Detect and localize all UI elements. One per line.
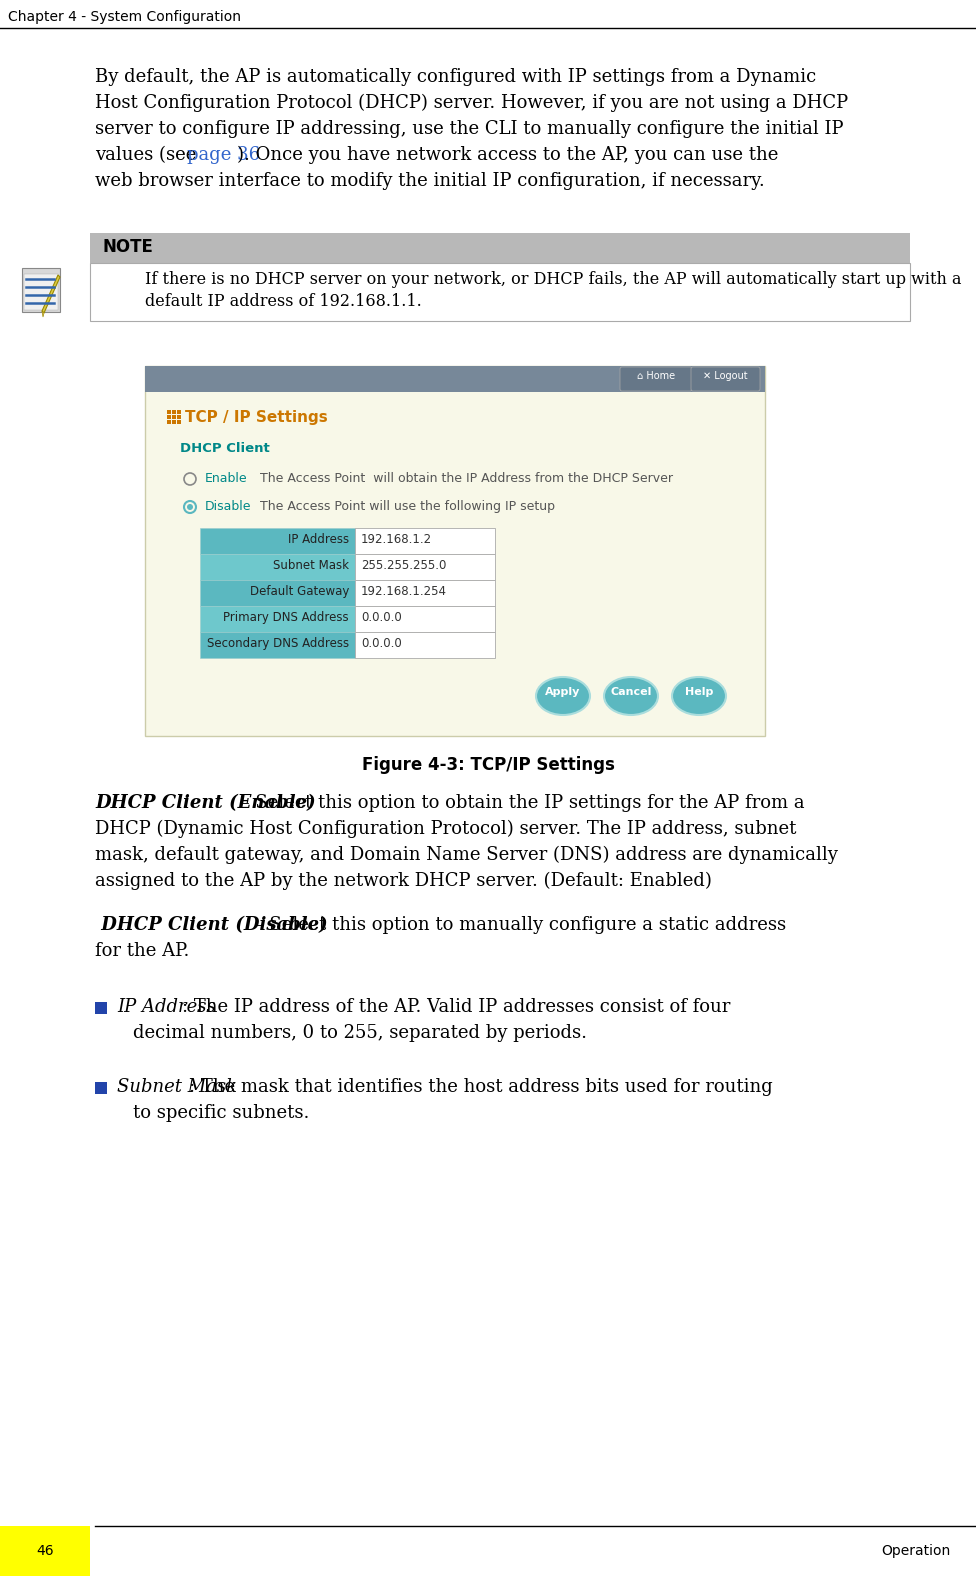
Text: DHCP Client: DHCP Client: [180, 441, 269, 455]
Text: Subnet Mask: Subnet Mask: [117, 1078, 237, 1095]
Text: The Access Point will use the following IP setup: The Access Point will use the following …: [260, 500, 555, 514]
Text: DHCP Client (Disable): DHCP Client (Disable): [95, 916, 328, 935]
FancyBboxPatch shape: [691, 367, 760, 391]
Text: – Select this option to manually configure a static address: – Select this option to manually configu…: [249, 916, 786, 935]
Bar: [200, 607, 355, 632]
Text: ⌂ Home: ⌂ Home: [637, 370, 675, 381]
Text: server to configure IP addressing, use the CLI to manually configure the initial: server to configure IP addressing, use t…: [95, 120, 843, 139]
Text: : The IP address of the AP. Valid IP addresses consist of four: : The IP address of the AP. Valid IP add…: [183, 998, 731, 1017]
Text: NOTE: NOTE: [102, 238, 153, 255]
FancyBboxPatch shape: [620, 367, 692, 391]
Text: ✕ Logout: ✕ Logout: [703, 370, 748, 381]
Text: Help: Help: [685, 687, 713, 697]
Text: DHCP Client (Enable): DHCP Client (Enable): [95, 794, 315, 812]
Polygon shape: [42, 274, 60, 314]
Bar: [167, 419, 171, 424]
Polygon shape: [42, 310, 44, 317]
Text: 0.0.0.0: 0.0.0.0: [361, 611, 402, 624]
Bar: [355, 580, 495, 607]
Text: for the AP.: for the AP.: [95, 942, 189, 960]
Text: 255.255.255.0: 255.255.255.0: [361, 559, 446, 572]
Text: 0.0.0.0: 0.0.0.0: [361, 637, 402, 649]
Text: Enable: Enable: [205, 471, 248, 485]
Bar: [355, 607, 495, 632]
Ellipse shape: [672, 678, 726, 716]
Text: 46: 46: [36, 1544, 54, 1559]
Text: values (see: values (see: [95, 147, 208, 164]
Bar: [200, 555, 355, 580]
Bar: [167, 414, 171, 419]
Text: : The mask that identifies the host address bits used for routing: : The mask that identifies the host addr…: [189, 1078, 773, 1095]
Text: Secondary DNS Address: Secondary DNS Address: [207, 637, 349, 649]
Bar: [95, 1083, 107, 1094]
Text: default IP address of 192.168.1.1.: default IP address of 192.168.1.1.: [145, 293, 422, 310]
Bar: [22, 268, 60, 312]
Text: ). Once you have network access to the AP, you can use the: ). Once you have network access to the A…: [237, 147, 779, 164]
Text: Figure 4-3: TCP/IP Settings: Figure 4-3: TCP/IP Settings: [361, 756, 615, 774]
Bar: [172, 410, 176, 414]
Text: web browser interface to modify the initial IP configuration, if necessary.: web browser interface to modify the init…: [95, 172, 765, 191]
Bar: [177, 419, 181, 424]
Bar: [24, 274, 58, 310]
Bar: [177, 410, 181, 414]
Text: to specific subnets.: to specific subnets.: [133, 1105, 309, 1122]
Bar: [172, 419, 176, 424]
Bar: [90, 263, 910, 322]
Text: decimal numbers, 0 to 255, separated by periods.: decimal numbers, 0 to 255, separated by …: [133, 1024, 587, 1042]
Bar: [200, 632, 355, 659]
Text: IP Address: IP Address: [117, 998, 216, 1017]
Text: Primary DNS Address: Primary DNS Address: [224, 611, 349, 624]
Bar: [177, 414, 181, 419]
Text: assigned to the AP by the network DHCP server. (Default: Enabled): assigned to the AP by the network DHCP s…: [95, 872, 712, 890]
Bar: [0, 1526, 90, 1576]
Text: – Select this option to obtain the IP settings for the AP from a: – Select this option to obtain the IP se…: [235, 794, 804, 812]
Text: mask, default gateway, and Domain Name Server (DNS) address are dynamically: mask, default gateway, and Domain Name S…: [95, 846, 837, 864]
Bar: [200, 580, 355, 607]
Circle shape: [187, 504, 193, 511]
Text: DHCP (Dynamic Host Configuration Protocol) server. The IP address, subnet: DHCP (Dynamic Host Configuration Protoco…: [95, 820, 796, 838]
Text: Subnet Mask: Subnet Mask: [273, 559, 349, 572]
Text: If there is no DHCP server on your network, or DHCP fails, the AP will automatic: If there is no DHCP server on your netwo…: [145, 271, 961, 288]
Bar: [355, 555, 495, 580]
Bar: [145, 366, 765, 392]
Text: Apply: Apply: [546, 687, 581, 697]
Bar: [95, 1002, 107, 1013]
Ellipse shape: [536, 678, 590, 716]
Text: Default Gateway: Default Gateway: [250, 585, 349, 597]
Text: TCP / IP Settings: TCP / IP Settings: [185, 410, 328, 426]
Text: By default, the AP is automatically configured with IP settings from a Dynamic: By default, the AP is automatically conf…: [95, 68, 816, 87]
Bar: [172, 414, 176, 419]
Bar: [355, 632, 495, 659]
Bar: [355, 528, 495, 555]
Ellipse shape: [604, 678, 658, 716]
Text: Cancel: Cancel: [610, 687, 652, 697]
Bar: [145, 366, 765, 736]
Text: 192.168.1.254: 192.168.1.254: [361, 585, 447, 597]
Text: Operation: Operation: [880, 1544, 950, 1559]
Text: IP Address: IP Address: [288, 533, 349, 545]
Text: 192.168.1.2: 192.168.1.2: [361, 533, 432, 545]
Text: Chapter 4 - System Configuration: Chapter 4 - System Configuration: [8, 9, 241, 24]
Text: The Access Point  will obtain the IP Address from the DHCP Server: The Access Point will obtain the IP Addr…: [260, 471, 673, 485]
Bar: [167, 410, 171, 414]
Bar: [90, 233, 910, 263]
Text: Host Configuration Protocol (DHCP) server. However, if you are not using a DHCP: Host Configuration Protocol (DHCP) serve…: [95, 95, 848, 112]
Text: Disable: Disable: [205, 500, 252, 514]
Bar: [200, 528, 355, 555]
Text: page 36: page 36: [187, 147, 261, 164]
